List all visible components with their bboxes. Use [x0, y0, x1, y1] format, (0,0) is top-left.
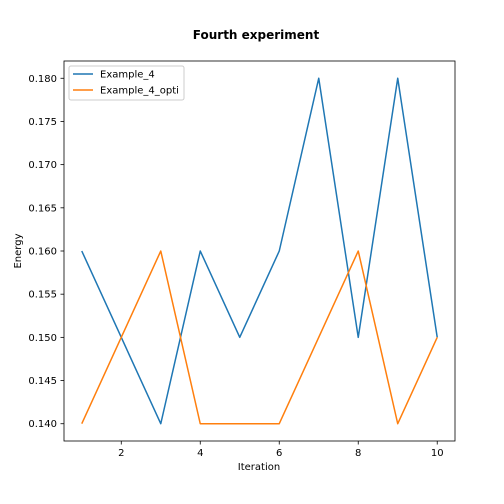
y-tick-label: 0.160 — [28, 247, 57, 258]
series-line-1 — [81, 77, 438, 425]
x-tick-label: 2 — [118, 448, 124, 459]
x-axis-label: Iteration — [238, 462, 280, 473]
x-tick-label: 8 — [355, 448, 361, 459]
legend-label-1: Example_4 — [100, 70, 155, 81]
y-tick-label: 0.175 — [28, 117, 57, 128]
y-axis-label: Energy — [13, 233, 24, 268]
chart-title: Fourth experiment — [193, 28, 320, 42]
y-tick-label: 0.170 — [28, 160, 57, 171]
y-tick-label: 0.165 — [28, 203, 57, 214]
y-tick-label: 0.180 — [28, 74, 57, 85]
y-tick-label: 0.145 — [28, 376, 57, 387]
x-tick-label: 6 — [276, 448, 282, 459]
series-line-2 — [81, 250, 438, 425]
y-tick-label: 0.155 — [28, 290, 57, 301]
ticks-layer: 2 4 6 8 10 0.140 0.145 0.150 0.155 0.160 0.165 0.17… — [28, 74, 443, 459]
plot-frame — [63, 60, 456, 442]
x-tick-label: 10 — [431, 448, 444, 459]
legend-box — [68, 65, 185, 101]
y-tick-label: 0.150 — [28, 333, 57, 344]
legend-label-2: Example_4_opti — [100, 86, 179, 97]
legend: Example_4 Example_4_opti — [68, 65, 185, 101]
y-tick-label: 0.140 — [28, 419, 57, 430]
x-tick-label: 4 — [197, 448, 203, 459]
series-layer — [81, 77, 438, 425]
